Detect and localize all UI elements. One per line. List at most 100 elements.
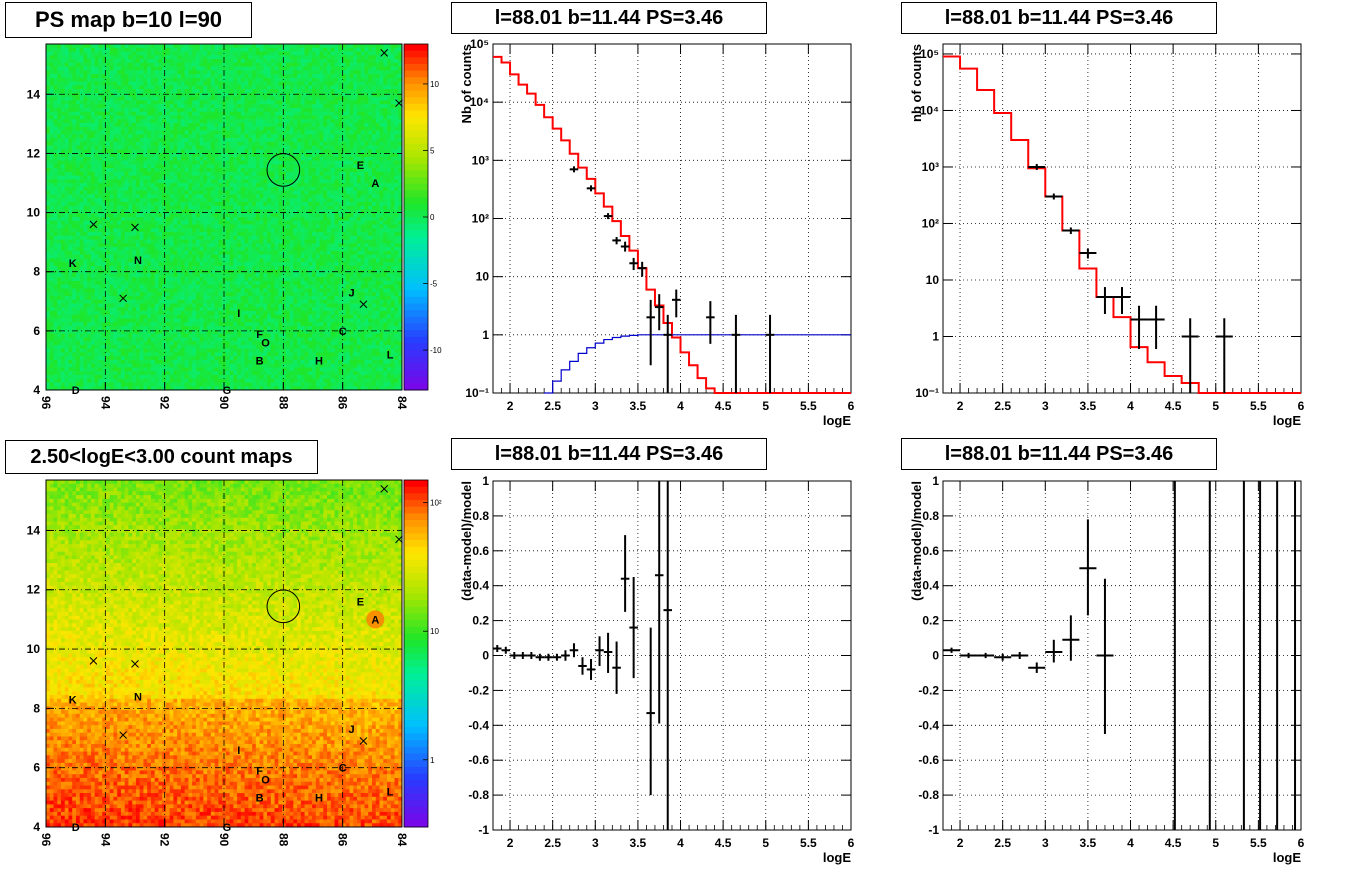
ps_map-cell <box>169 149 174 154</box>
ps_map-cell <box>222 258 227 263</box>
ps_map-cell <box>128 314 133 319</box>
ps_map-cell <box>120 111 126 116</box>
ps_map-cell <box>143 190 148 195</box>
ps_map-cell <box>102 85 107 90</box>
ps_map-cell <box>135 367 141 372</box>
ps_map-cell <box>173 217 178 222</box>
ps_map-cell <box>192 307 197 312</box>
ps_map-cell <box>240 303 246 308</box>
ps_map-cell <box>147 356 152 361</box>
ps_map-cell <box>192 352 197 357</box>
ps_map-cell <box>150 55 156 60</box>
ps_map-cell <box>154 273 159 278</box>
ps_map-cell <box>135 100 141 105</box>
ps_map-cell <box>222 115 227 120</box>
ps_map-cell <box>162 74 167 79</box>
ps_map-cell <box>162 77 167 83</box>
ps_map-cell <box>117 382 122 387</box>
ps_map-cell <box>154 209 159 214</box>
ps_map-cell <box>72 179 77 184</box>
ps_map-cell <box>188 326 193 331</box>
ps_map-cell <box>83 115 88 120</box>
ps_map-cell <box>244 130 249 135</box>
ps_map-cell <box>132 314 137 319</box>
ps_map-cell <box>83 333 88 338</box>
ps_map-cell <box>192 201 197 207</box>
ps_map-cell <box>184 138 189 143</box>
ps_map-cell <box>60 179 66 184</box>
ps_map-cell <box>218 81 223 86</box>
ps_map-cell <box>147 134 152 139</box>
ps_map-cell <box>109 209 114 214</box>
ps_map-cell <box>135 74 141 79</box>
ps_map-cell <box>192 220 197 225</box>
ps_map-cell <box>53 149 58 154</box>
ps_map-cell <box>135 70 141 75</box>
ps_map-cell <box>135 183 141 188</box>
ps_map-cell <box>192 344 197 350</box>
ps_map-cell <box>143 352 148 357</box>
ps_map-cell <box>158 374 163 380</box>
ps_map-cell <box>192 70 197 75</box>
ps_map-cell <box>143 217 148 222</box>
ps_map-cell <box>46 85 51 90</box>
ps_map-cell <box>150 201 156 207</box>
ps_map-cell <box>105 337 111 342</box>
ps_map-cell <box>117 292 122 297</box>
ps_map-cell <box>229 243 234 248</box>
ps_map-cell <box>199 318 204 323</box>
ps_map-cell <box>154 160 159 165</box>
ps_map-cell <box>124 44 129 49</box>
ps_map-cell <box>203 141 208 146</box>
ps_map-cell <box>139 190 144 195</box>
ps_map-cell <box>210 92 216 98</box>
ps_map-cell <box>218 164 223 169</box>
ps_map-cell <box>105 141 111 146</box>
ps_map-cell <box>94 190 99 195</box>
ps_map-cell <box>60 224 66 229</box>
ps_map-cell <box>49 115 54 120</box>
ps_map-cell <box>53 153 58 158</box>
ps_map-cell <box>94 352 99 357</box>
ps_map-cell <box>173 81 178 86</box>
ps_map-cell <box>120 149 126 154</box>
ps_map-cell <box>162 217 167 222</box>
ps_map-cell <box>124 348 129 353</box>
ps_map-cell <box>143 44 148 49</box>
ps_map-cell <box>72 213 77 218</box>
ps_map-cell <box>60 299 66 304</box>
ps_map-cell <box>79 115 84 120</box>
ps_map-cell <box>147 269 152 274</box>
ps_map-cell <box>240 224 246 229</box>
ps_map-cell <box>128 371 133 376</box>
ps_map-cell <box>188 62 193 67</box>
ps_map-cell <box>132 250 137 256</box>
ps_map-cell <box>199 156 204 161</box>
ps_map-cell <box>64 205 69 210</box>
ps_map-cell <box>203 126 208 131</box>
ps_map-cell <box>199 168 204 173</box>
ps_map-cell <box>173 382 178 387</box>
ps_map-cell <box>128 220 133 225</box>
ps_map-cell <box>139 156 144 161</box>
ps_map-cell <box>180 149 186 154</box>
ps_map-cell <box>195 156 201 161</box>
ps_map-cell <box>233 96 238 101</box>
ps_map-cell <box>102 74 107 79</box>
ps_map-cell <box>98 51 103 56</box>
ps_map-cell <box>154 329 159 334</box>
ps_map-cell <box>139 213 144 218</box>
ps_map-cell <box>210 254 216 259</box>
ps_map-cell <box>195 314 201 319</box>
ps_map-cell <box>195 183 201 188</box>
ps_map-cell <box>169 130 174 135</box>
ps_map-cell <box>132 70 137 75</box>
ps_map-cell <box>49 171 54 177</box>
ps_map-cell <box>60 160 66 165</box>
ps_map-cell <box>94 77 99 83</box>
ps_map-cell <box>109 243 114 248</box>
ps_map-cell <box>240 235 246 240</box>
ps_map-cell <box>203 333 208 338</box>
ps_map-cell <box>139 224 144 229</box>
ps_map-cell <box>169 85 174 90</box>
